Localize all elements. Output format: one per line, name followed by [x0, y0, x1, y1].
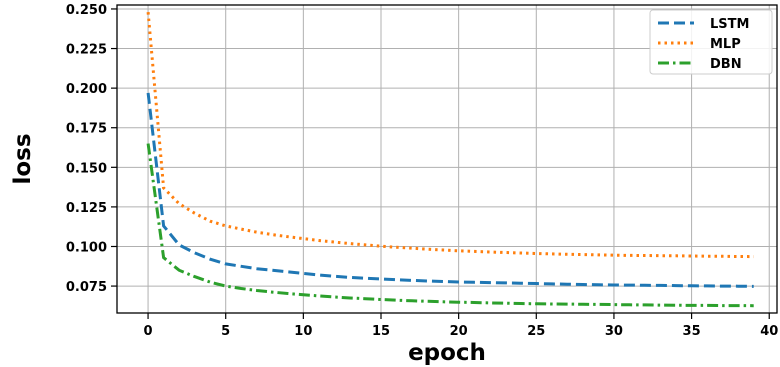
- y-tick-label: 0.250: [66, 3, 107, 18]
- y-axis-ticks: 0.075 0.100 0.125 0.150 0.175 0.200 0.225 0.250: [66, 3, 117, 295]
- y-tick-label: 0.200: [66, 82, 107, 97]
- x-tick-label: 35: [683, 324, 701, 339]
- series-line-mlp: [146, 11, 754, 259]
- y-tick-label: 0.100: [66, 240, 107, 255]
- legend-box: [649, 9, 773, 75]
- x-tick-label: 30: [605, 324, 623, 339]
- x-axis-label: epoch: [408, 340, 486, 366]
- legend-label-mlp: MLP: [710, 37, 741, 52]
- x-tick-label: 5: [221, 324, 230, 339]
- y-tick-label: 0.075: [66, 280, 107, 295]
- y-tick-label: 0.125: [66, 201, 107, 216]
- x-tick-label: 15: [372, 324, 390, 339]
- grid: [117, 5, 777, 313]
- x-tick-label: 25: [527, 324, 545, 339]
- series-line-dbn: [146, 143, 754, 308]
- y-axis-label: loss: [10, 133, 36, 184]
- x-tick-label: 40: [760, 324, 778, 339]
- x-tick-label: 20: [450, 324, 468, 339]
- plot-frame: [116, 4, 778, 314]
- x-axis-ticks: 0 5 10 15 20 25 30 35 40: [144, 313, 778, 339]
- legend-label-dbn: DBN: [710, 57, 742, 72]
- x-tick-label: 0: [144, 324, 153, 339]
- x-tick-label: 10: [294, 324, 312, 339]
- y-tick-label: 0.175: [66, 122, 107, 137]
- y-tick-label: 0.150: [66, 161, 107, 176]
- legend: LSTM MLP DBN: [649, 9, 773, 75]
- series-lines: [146, 11, 754, 308]
- series-line-lstm: [146, 92, 754, 288]
- legend-label-lstm: LSTM: [710, 17, 749, 32]
- y-tick-label: 0.225: [66, 43, 107, 58]
